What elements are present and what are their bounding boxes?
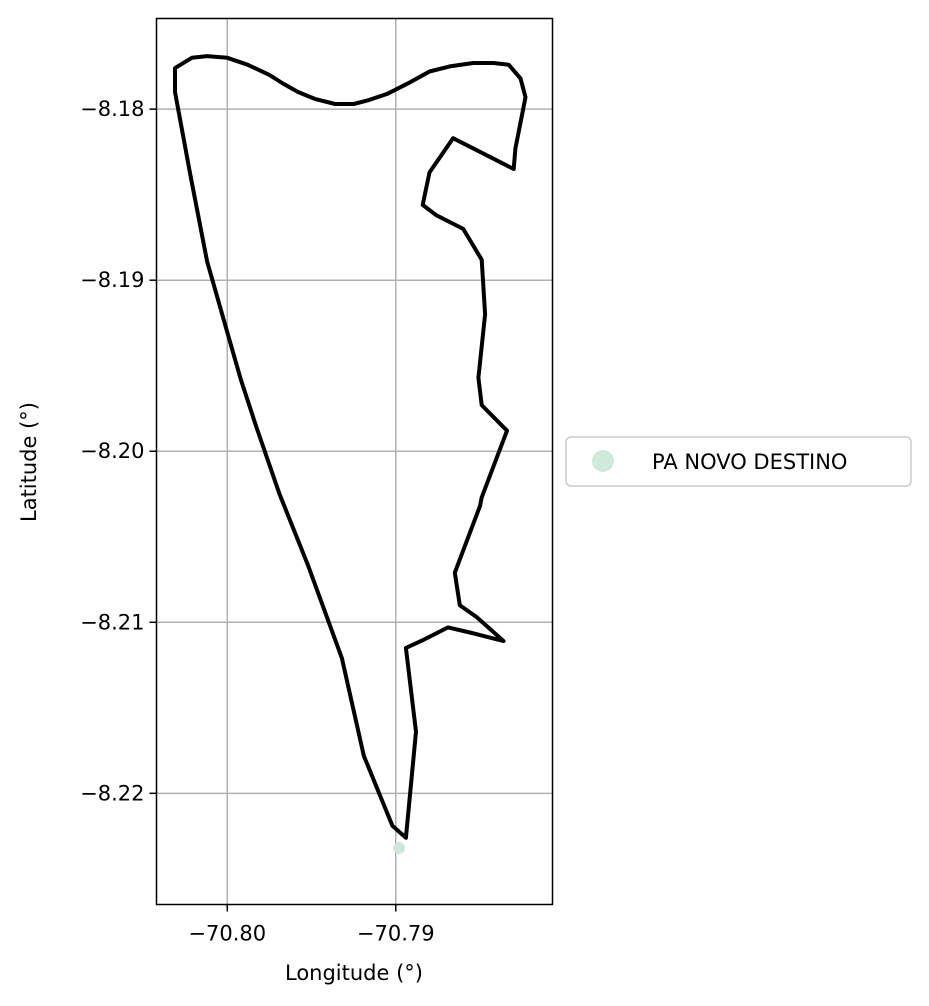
y-tick-label: −8.22 bbox=[80, 781, 144, 805]
points-layer bbox=[393, 842, 406, 855]
x-axis-label: Longitude (°) bbox=[285, 961, 423, 985]
boundary-layer bbox=[173, 54, 528, 840]
legend-label: PA NOVO DESTINO bbox=[652, 450, 847, 474]
axis-ticks: −70.80 −70.79 −8.18 −8.19 −8.20 −8.21 −8.22 bbox=[80, 97, 435, 945]
y-tick-label: −8.21 bbox=[80, 610, 144, 634]
legend-box bbox=[565, 436, 912, 487]
y-axis-label: Latitude (°) bbox=[17, 402, 41, 522]
x-tick-label: −70.80 bbox=[188, 922, 266, 946]
plot-frame bbox=[155, 17, 554, 906]
y-tick-label: −8.18 bbox=[80, 97, 144, 121]
legend-marker bbox=[592, 450, 614, 472]
x-tick-label: −70.79 bbox=[357, 922, 435, 946]
grid-lines bbox=[156, 18, 553, 905]
y-tick-label: −8.20 bbox=[80, 439, 144, 463]
y-tick-label: −8.19 bbox=[80, 268, 144, 292]
settlement-point bbox=[393, 842, 406, 855]
legend: PA NOVO DESTINO bbox=[565, 436, 912, 487]
settlement-boundary bbox=[173, 54, 528, 840]
